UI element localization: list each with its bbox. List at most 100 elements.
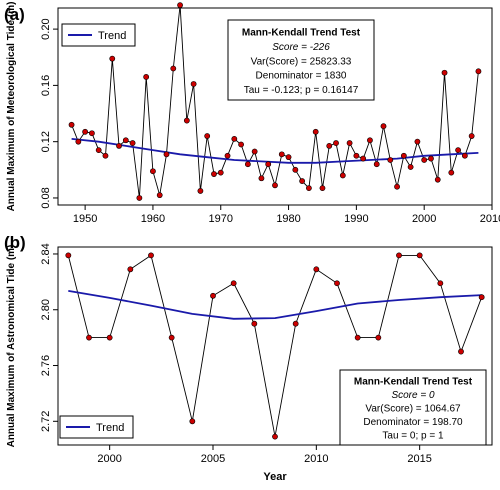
panel-label: (a) [4,5,25,24]
data-point [448,169,455,176]
data-point [148,252,154,259]
stats-line: Denominator = 198.70 [363,417,463,428]
data-point [441,69,448,76]
legend-label: Trend [98,30,126,42]
data-point [204,133,211,139]
y-tick-label: 0.08 [40,187,52,208]
y-tick-label: 0.12 [40,131,52,152]
data-point [428,155,434,162]
data-point [416,252,423,259]
data-point [136,195,143,201]
y-tick-label: 2.80 [40,299,52,320]
data-point [360,155,367,162]
data-point [156,192,163,199]
data-point [306,185,312,192]
data-point [183,117,190,124]
data-point [394,183,400,190]
data-point [251,320,258,327]
y-tick-label: 0.16 [40,75,52,96]
data-point [231,135,238,142]
data-point [65,252,72,259]
data-point [122,137,129,144]
data-point [380,123,387,130]
stats-box: Mann-Kendall Trend Test Score = 0 Var(Scor… [339,369,487,446]
x-tick-label: 2015 [407,453,431,465]
data-point [95,147,102,154]
stats-line: Score = -226 [272,42,330,53]
data-point [319,185,326,192]
data-point [272,433,278,440]
data-point [89,130,95,137]
data-point [210,292,216,299]
stats-line: Denominator = 1830 [256,71,347,82]
legend-box [59,415,134,439]
legend: Trend [61,23,136,47]
stats-line: Tau = 0; p = 1 [382,430,444,441]
legend-box [61,23,136,47]
data-point [109,55,116,62]
data-point [75,138,82,145]
data-point [168,334,175,341]
data-point [326,142,333,149]
data-point [129,140,136,146]
data-point [106,334,113,341]
chart-panel-a: (a) 1950 1960 1970 1980 1990 2000 2010 0.08 0.12 0… [4,2,500,225]
legend-label: Trend [96,422,124,434]
chart-panel-b: (b) 2000 2005 2010 2015 2.72 2.76 2.80 2.84 Annua… [4,233,493,483]
data-point [285,154,292,161]
data-point [86,334,92,341]
x-tick-label: 2005 [201,453,225,465]
stats-line: Score = 0 [391,390,435,401]
data-point [292,166,299,173]
y-tick-label: 0.20 [40,18,52,39]
data-point [468,133,475,139]
trend-line [71,138,479,164]
x-tick-label: 2000 [97,453,121,465]
data-point [251,148,258,155]
data-point [367,137,373,144]
y-tick-label: 2.72 [40,411,52,432]
data-point [313,266,320,273]
data-point [421,157,428,163]
y-axis-label: Annual Maximum of Meteorological Tide (m… [6,2,17,212]
data-point [373,161,380,168]
data-point [292,320,299,327]
data-point [387,157,394,163]
x-tick-label: 2000 [412,213,436,225]
trend-line [68,290,482,320]
data-point [143,74,150,80]
data-point [265,161,272,168]
y-axis-label: Annual Maximum of Astronomical Tide (m) [6,245,17,448]
data-point [475,68,482,75]
data-point [102,152,109,159]
data-point [334,280,340,287]
data-point [312,128,319,135]
data-point [278,151,285,158]
data-point [437,280,444,287]
data-point [461,152,468,159]
x-tick-label: 1960 [141,213,165,225]
data-point [434,176,441,183]
data-point [197,188,204,194]
data-point [346,140,353,146]
x-tick-label: 1950 [73,213,97,225]
data-point [177,2,183,9]
data-point [299,178,306,184]
data-point [458,348,464,355]
data-point [414,138,421,145]
stats-line: Var(Score) = 25823.33 [251,56,352,67]
stats-title: Mann-Kendall Trend Test [354,377,473,388]
data-point [82,128,89,135]
stats-title: Mann-Kendall Trend Test [242,28,361,39]
y-tick-label: 2.76 [40,355,52,376]
plot-frame [57,7,493,206]
x-axis-label: Year [263,471,287,483]
data-point [455,147,461,154]
x-tick-label: 1970 [209,213,233,225]
data-point [68,121,75,128]
legend: Trend [59,415,134,439]
stats-line: Var(Score) = 1064.67 [365,404,461,415]
data-point [224,152,231,159]
stats-box-frame [339,369,487,446]
